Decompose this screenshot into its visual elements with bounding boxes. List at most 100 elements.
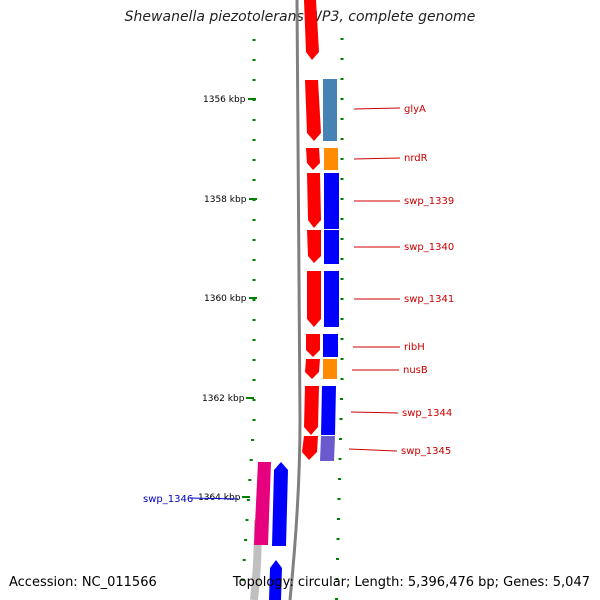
genome-summary: Topology: circular; Length: 5,396,476 bp… [232,575,590,590]
outer-ring-dot [340,398,344,400]
kbp-axis: 1356 kbp 1358 kbp 1360 kbp 1362 kbp 1364… [198,95,257,503]
inner-ring-dot [252,59,256,61]
cds-arrow[interactable] [305,359,320,379]
kbp-label-1356: 1356 kbp [203,95,246,105]
outer-ring-dot [340,298,344,300]
outer-ring-dot [340,238,344,240]
inner-ring-dot [246,499,250,501]
outer-ring-dot [340,178,344,180]
inner-ring-dot [252,419,256,421]
cds-forward-strand [254,0,321,545]
cog-box-swp_1345[interactable] [320,436,335,461]
outer-ring-dot [340,318,344,320]
inner-ring-dot [252,379,256,381]
inner-ring-dot [252,259,256,261]
cds-arrow[interactable] [307,173,321,228]
outer-ring-dot [340,138,344,140]
outer-ring-dot [340,78,344,80]
cog-box-swp_1339[interactable] [324,173,339,229]
cds-arrow[interactable] [306,334,320,357]
outer-tick-ring [335,38,344,600]
outer-ring-dot [340,198,344,200]
inner-ring-dot [252,299,256,301]
outer-ring-dot [340,338,344,340]
inner-ring-dot [252,219,256,221]
outer-ring-dot [336,538,340,540]
cog-box-nrdR[interactable] [324,148,338,170]
outer-ring-dot [339,418,343,420]
inner-ring-dot [252,119,256,121]
gene-label-swp_1341[interactable]: swp_1341 [404,294,454,305]
gene-label-ribH[interactable]: ribH [404,342,425,353]
map-title: Shewanella piezotolerans WP3, complete g… [124,9,476,25]
kbp-label-1360: 1360 kbp [204,294,247,304]
gene-label-swp_1340[interactable]: swp_1340 [404,242,454,253]
outer-ring-dot [340,58,344,60]
cog-box-nusB[interactable] [323,359,337,379]
inner-ring-dot [242,559,246,561]
gene-leader-line [353,107,401,110]
cog-box-ribH[interactable] [323,334,338,357]
gene-leader-line [189,497,239,500]
inner-ring-dot [252,79,256,81]
gene-label-nrdR[interactable]: nrdR [404,153,428,164]
inner-ring-dot [251,439,255,441]
inner-tick-ring [241,39,256,581]
cog-box-swp_1340[interactable] [324,230,339,264]
cds-arrow[interactable] [254,462,271,545]
inner-ring-dot [252,359,256,361]
gene-label-glyA[interactable]: glyA [404,104,426,115]
inner-ring-dot [252,139,256,141]
gene-label-swp_1344[interactable]: swp_1344 [402,408,452,419]
inner-ring-dot [241,579,245,581]
gene-label-swp_1345[interactable]: swp_1345 [401,446,451,457]
gene-label-nusB[interactable]: nusB [403,365,428,376]
outer-ring-dot [340,378,344,380]
cds-arrow[interactable] [307,230,321,263]
cog-box-swp_1344[interactable] [321,386,336,435]
inner-ring-dot [249,459,253,461]
outer-ring-dot [337,498,341,500]
cog-box-swp_1346[interactable] [272,462,288,546]
inner-ring-dot [252,159,256,161]
outer-ring-dot [336,558,340,560]
cds-arrow[interactable] [307,271,321,327]
outer-ring-dot [335,598,339,600]
outer-ring-dot [339,438,343,440]
inner-ring-dot [252,239,256,241]
outer-ring-dot [340,118,344,120]
inner-ring-dot [252,39,256,41]
cds-arrow[interactable] [305,80,321,141]
inner-ring-dot [252,319,256,321]
inner-ring-dot [252,399,256,401]
outer-ring-dot [340,358,344,360]
outer-ring-dot [340,218,344,220]
inner-ring-dot [252,339,256,341]
kbp-label-1364: 1364 kbp [198,493,241,503]
gene-label-swp_1346[interactable]: swp_1346 [143,494,193,505]
outer-ring-dot [340,158,344,160]
cds-arrow[interactable] [306,148,320,170]
gene-leader-line [350,411,399,414]
kbp-label-1362: 1362 kbp [202,394,245,404]
cds-arrow[interactable] [304,386,319,435]
inner-ring-dot [252,279,256,281]
outer-ring-dot [337,518,341,520]
kbp-label-1358: 1358 kbp [204,195,247,205]
cog-box-swp_1341[interactable] [324,271,339,327]
gene-leader-line [348,448,398,452]
outer-ring-dot [340,278,344,280]
outer-ring-dot [338,478,342,480]
cog-box-next[interactable] [269,560,282,600]
cds-arrow[interactable] [302,436,318,460]
cds-arrow[interactable] [304,0,319,60]
outer-ring-dot [335,578,339,580]
cog-box-glyA[interactable] [323,79,337,141]
inner-ring-dot [252,179,256,181]
outer-ring-dot [338,458,342,460]
accession-label: Accession: NC_011566 [9,575,157,590]
gene-label-swp_1339[interactable]: swp_1339 [404,196,454,207]
outer-ring-dot [340,258,344,260]
gene-labels: glyA nrdR swp_1339 swp_1340 swp_1341 rib… [143,104,454,505]
